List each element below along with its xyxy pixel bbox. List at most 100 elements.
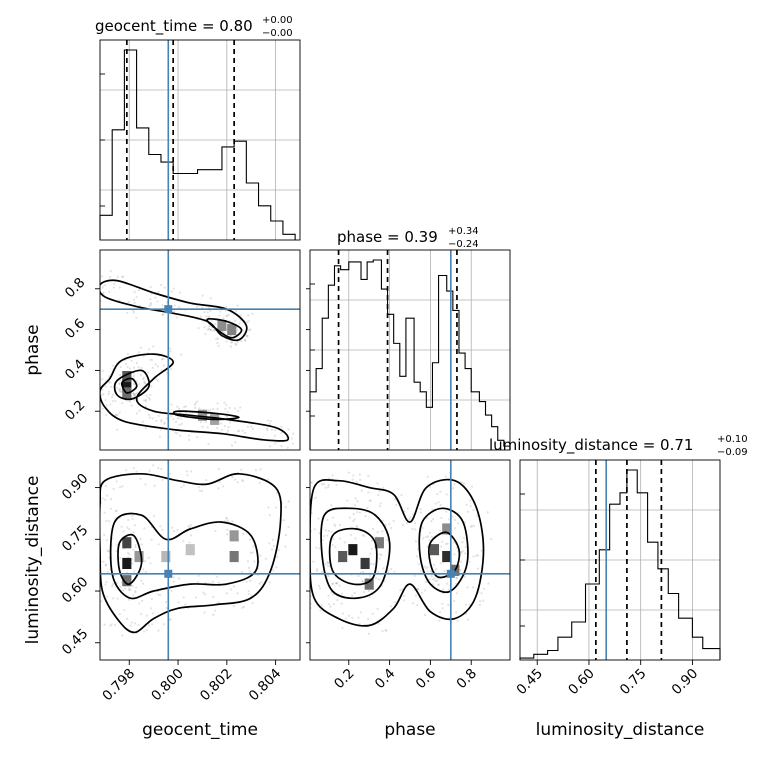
sample-point: [236, 341, 239, 344]
sample-point: [367, 474, 370, 477]
sample-point: [409, 516, 412, 519]
sample-point: [225, 517, 229, 520]
sample-point: [234, 309, 237, 313]
sample-point: [143, 381, 146, 385]
sample-point: [157, 629, 160, 632]
sample-point: [137, 351, 141, 354]
sample-point: [108, 375, 111, 378]
sample-point: [110, 385, 113, 388]
sample-point: [274, 442, 277, 445]
sample-point: [135, 361, 139, 365]
sample-point: [229, 345, 233, 348]
sample-point: [226, 314, 229, 317]
sample-point: [340, 602, 343, 605]
sample-point: [225, 403, 228, 406]
sample-point: [476, 567, 479, 570]
sample-point: [105, 404, 108, 407]
sample-point: [121, 485, 124, 488]
density-cell: [348, 544, 358, 556]
sample-point: [209, 328, 212, 331]
sample-point: [147, 396, 150, 399]
sample-point: [105, 519, 108, 522]
sample-point: [310, 606, 312, 610]
sample-point: [187, 525, 190, 528]
sample-point: [267, 506, 270, 509]
sample-point: [139, 537, 142, 541]
sample-point: [159, 428, 163, 431]
sample-point: [106, 494, 109, 497]
sample-point: [275, 566, 278, 569]
sample-point: [206, 328, 209, 331]
sample-point: [346, 499, 349, 502]
panel-frame: [519, 459, 721, 661]
sample-point: [211, 580, 214, 583]
sample-point: [245, 580, 248, 583]
sample-point: [154, 296, 157, 299]
sample-point: [109, 624, 112, 627]
sample-point: [414, 540, 418, 543]
sample-point: [275, 491, 278, 494]
panel-frame: [99, 459, 301, 661]
sample-point: [205, 315, 208, 318]
sample-point: [182, 484, 185, 487]
sample-point: [143, 527, 146, 530]
panel-frame: [99, 39, 301, 241]
sample-point: [421, 527, 424, 530]
title-luminosity-distance: luminosity_distance = 0.71: [489, 436, 693, 455]
sample-point: [331, 582, 334, 585]
sample-point: [151, 417, 154, 420]
sample-point: [93, 593, 95, 595]
sample-point: [330, 504, 333, 507]
tick-label-y-phase: 0.2: [62, 397, 89, 424]
sample-point: [228, 421, 232, 424]
sample-point: [358, 622, 361, 625]
sample-point: [470, 485, 474, 488]
sample-point: [162, 364, 165, 367]
sample-point: [144, 382, 147, 385]
sample-point: [118, 298, 121, 302]
sample-point: [143, 399, 146, 402]
sample-point: [464, 552, 467, 555]
sample-point: [217, 581, 220, 584]
sample-point: [347, 614, 350, 617]
sample-point: [268, 581, 271, 584]
tick-label-x-luminosity_distance: 0.75: [617, 666, 650, 699]
sample-point: [480, 592, 483, 595]
contour-level-4: [100, 279, 248, 342]
sample-point: [440, 516, 443, 520]
hist-panel-luminosity_distance: [519, 459, 721, 661]
tick-label-y-phase: 0.4: [62, 356, 89, 383]
sample-point: [249, 328, 252, 331]
sample-point: [324, 562, 327, 566]
sample-point: [366, 506, 369, 510]
sample-point: [248, 538, 252, 541]
sample-point: [216, 407, 219, 410]
sample-point: [178, 423, 181, 426]
sample-point: [226, 528, 229, 531]
sample-point: [390, 526, 393, 530]
tick-label-x-luminosity_distance: 0.90: [669, 666, 702, 699]
sample-point: [115, 386, 119, 389]
sample-point: [109, 381, 112, 384]
sample-point: [132, 467, 136, 470]
contour-level-3: [418, 507, 469, 594]
sample-point: [436, 493, 439, 496]
sample-point: [148, 469, 151, 472]
sample-point: [441, 607, 444, 610]
sample-point: [178, 291, 181, 294]
sample-point: [358, 473, 361, 476]
sample-point: [130, 359, 133, 362]
sample-point: [184, 412, 188, 415]
sample-point: [243, 338, 247, 342]
sample-point: [379, 505, 382, 508]
sample-point: [223, 401, 226, 404]
sample-point: [368, 499, 371, 502]
sample-point: [437, 501, 440, 504]
sample-point: [112, 487, 115, 491]
sample-point: [275, 506, 278, 509]
sample-point: [233, 407, 237, 410]
sample-point: [331, 516, 335, 519]
sample-point: [115, 480, 118, 483]
sample-point: [204, 420, 207, 423]
sample-point: [352, 520, 355, 523]
